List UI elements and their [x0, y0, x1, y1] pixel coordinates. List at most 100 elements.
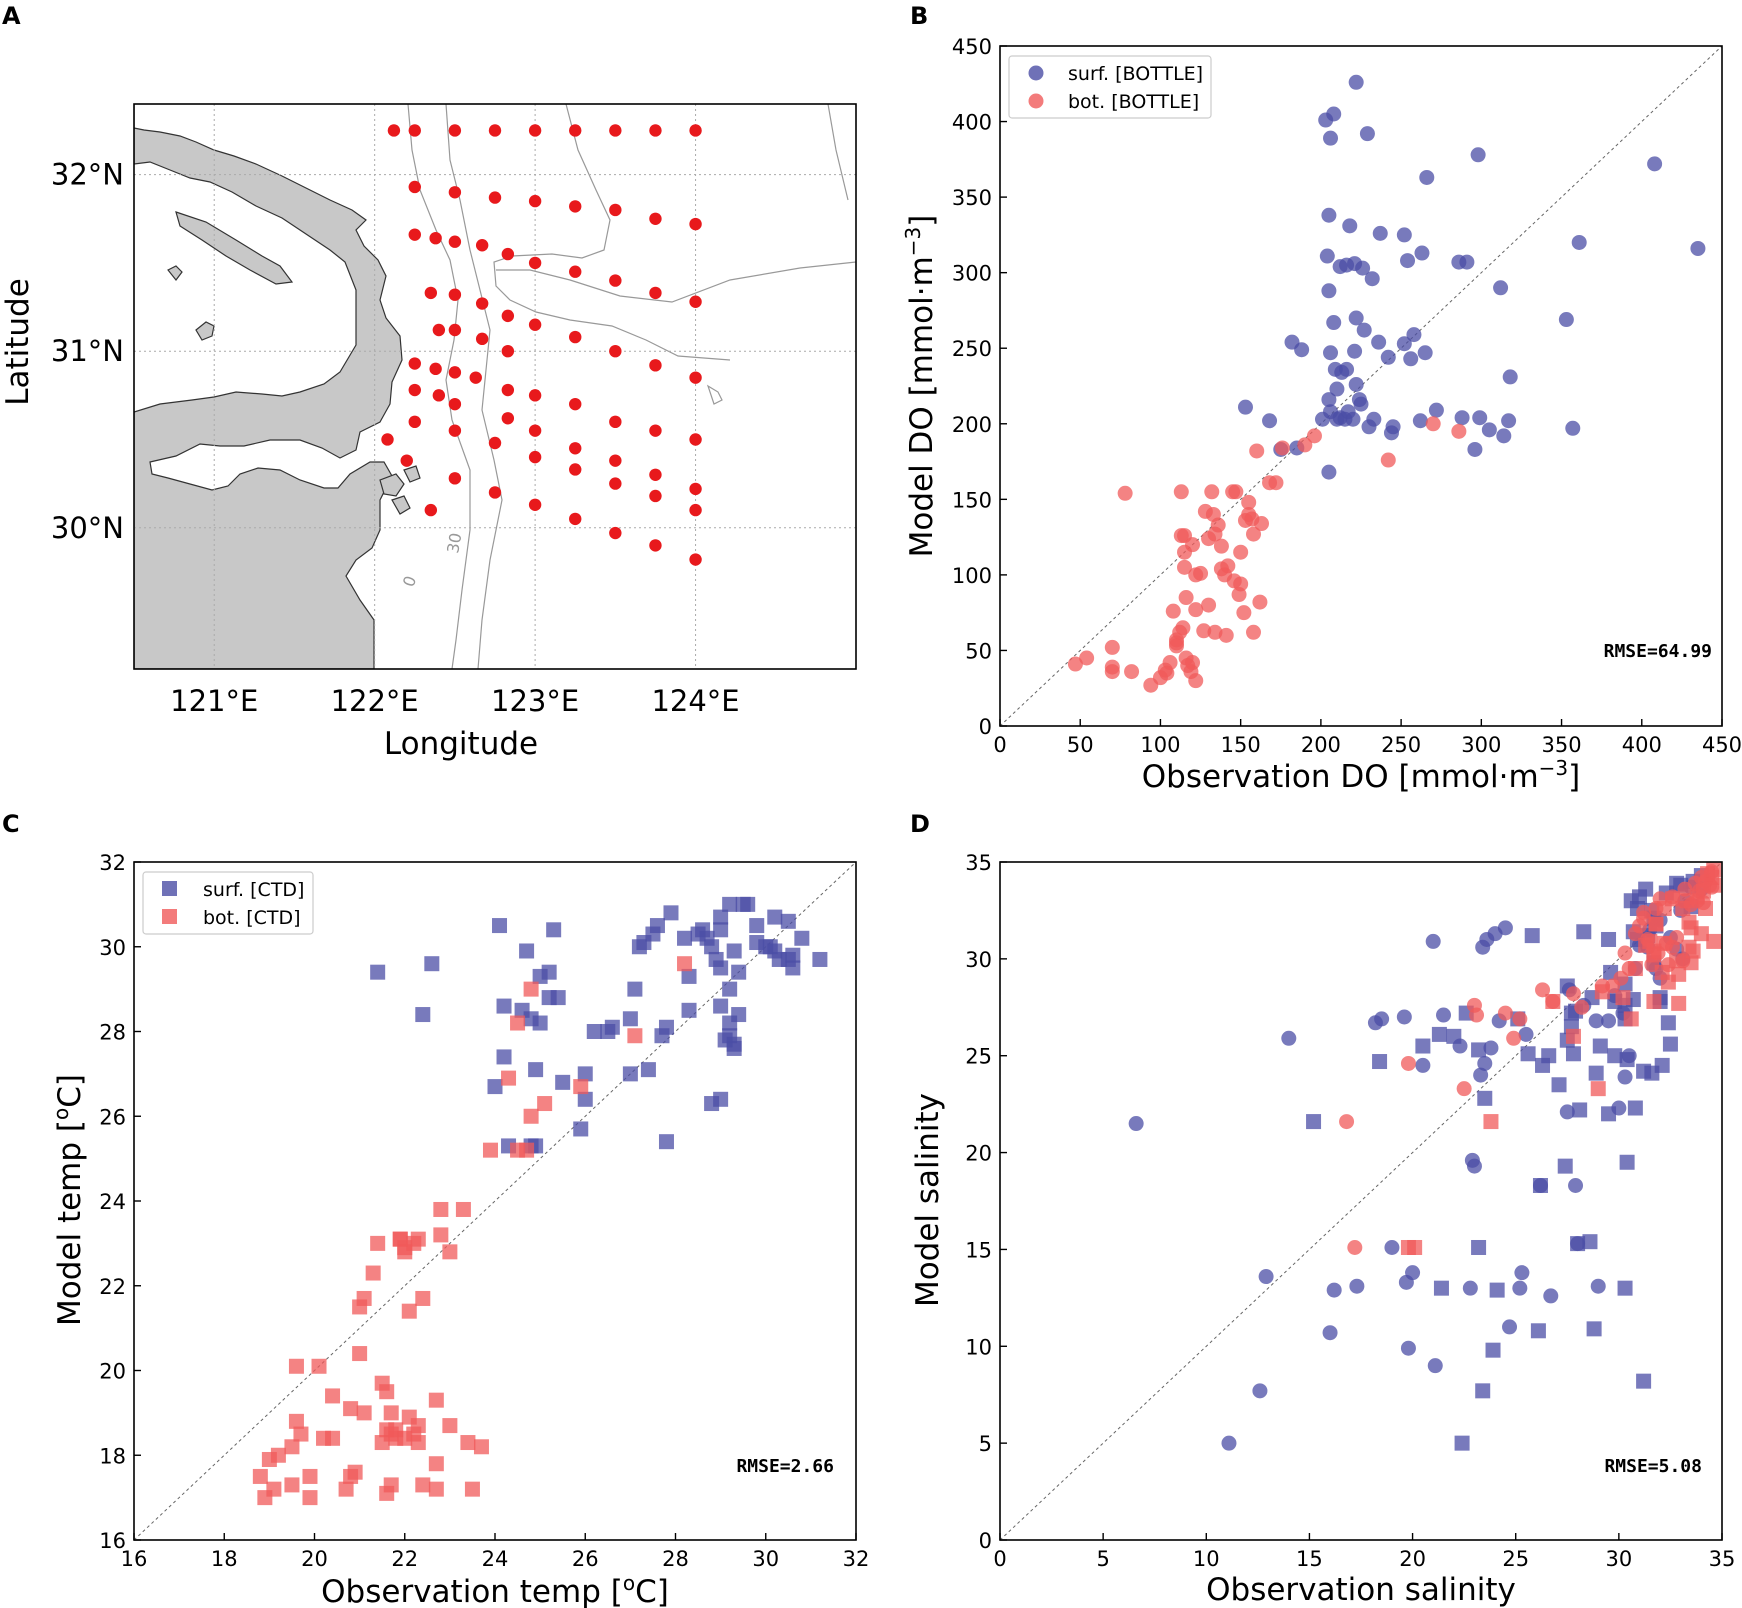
- data-point: [726, 943, 742, 959]
- data-point: [1258, 1269, 1274, 1285]
- data-point: [1372, 1054, 1388, 1070]
- y-tick-label: 15: [965, 1238, 992, 1262]
- data-point: [1207, 624, 1223, 640]
- station-marker: [429, 362, 442, 376]
- station-marker: [609, 203, 622, 217]
- plot-frame-b: [999, 45, 1723, 727]
- y-tick-label: 26: [99, 1105, 126, 1129]
- contour-label-30: 30: [443, 531, 465, 554]
- data-point: [1281, 1030, 1297, 1046]
- data-point: [1323, 345, 1339, 361]
- data-point: [501, 1070, 517, 1086]
- data-point: [1254, 516, 1270, 532]
- station-marker: [609, 526, 622, 540]
- legend-marker-c-surf: [162, 881, 177, 896]
- data-point: [1646, 947, 1662, 963]
- data-point: [1237, 399, 1253, 415]
- data-point: [1321, 283, 1337, 299]
- data-point: [424, 956, 440, 972]
- legend-label-c-bot: bot. [CTD]: [203, 907, 301, 929]
- station-marker: [400, 454, 413, 467]
- data-point: [1485, 1342, 1501, 1358]
- data-point: [1558, 312, 1574, 328]
- data-point: [1530, 1323, 1546, 1339]
- data-point: [1646, 993, 1662, 1009]
- station-marker: [569, 330, 582, 344]
- data-point: [270, 1447, 286, 1463]
- data-point: [1268, 475, 1284, 491]
- station-marker: [501, 383, 515, 397]
- data-point: [1557, 1158, 1573, 1174]
- data-point: [1471, 1239, 1487, 1255]
- data-point: [1464, 1152, 1480, 1168]
- station-marker: [501, 247, 515, 261]
- data-point: [1177, 544, 1193, 560]
- data-point: [1246, 624, 1262, 640]
- plot-frame-d: [999, 861, 1723, 1541]
- data-point: [1319, 248, 1335, 264]
- data-point: [713, 922, 729, 938]
- data-point: [1314, 411, 1330, 427]
- data-point: [415, 1477, 431, 1493]
- data-point: [1297, 437, 1313, 453]
- station-marker: [432, 323, 446, 337]
- plot-frame-c: [133, 861, 857, 1541]
- data-point: [1124, 664, 1140, 680]
- data-point: [1582, 1234, 1598, 1250]
- y-tick-label: 450: [952, 35, 992, 59]
- data-point: [749, 918, 765, 934]
- data-point: [1380, 452, 1396, 468]
- data-point: [794, 930, 810, 946]
- station-marker: [488, 436, 502, 450]
- data-point: [370, 1235, 386, 1251]
- data-point: [1175, 620, 1191, 636]
- data-point: [1446, 1028, 1462, 1044]
- station-marker: [649, 212, 662, 225]
- data-point: [1334, 364, 1350, 380]
- data-point: [428, 1392, 444, 1408]
- plot-area-d: [1000, 862, 1722, 1540]
- data-point: [1400, 253, 1416, 269]
- data-point: [1477, 1090, 1493, 1106]
- x-tick-label: 400: [1622, 733, 1662, 757]
- station-marker: [488, 124, 502, 137]
- data-point: [749, 935, 765, 951]
- panel-letter-a: A: [2, 2, 21, 30]
- data-point: [1380, 349, 1396, 365]
- station-marker: [432, 389, 446, 402]
- data-point: [722, 896, 738, 912]
- data-point: [1471, 1042, 1487, 1058]
- legend-marker-b-surf: [1028, 65, 1044, 81]
- axis-ticks-b: 0 50 100 150 200 250 300 350 400 450 0 50 100 150 200 2…: [952, 35, 1742, 757]
- data-point: [555, 1074, 571, 1090]
- station-marker: [649, 359, 662, 372]
- data-point: [1414, 245, 1430, 261]
- data-point: [1532, 1178, 1548, 1194]
- data-point: [1372, 225, 1388, 241]
- data-point: [1159, 665, 1175, 681]
- data-point: [1607, 1048, 1623, 1064]
- x-tick-label: 5: [1096, 1547, 1109, 1571]
- data-point: [663, 905, 679, 921]
- data-point: [1697, 900, 1713, 916]
- data-point: [1642, 933, 1658, 949]
- station-marker: [387, 124, 401, 137]
- data-point: [658, 1134, 674, 1150]
- data-point: [1588, 1013, 1604, 1029]
- data-point: [288, 1413, 304, 1429]
- x-tick-label: 200: [1301, 733, 1341, 757]
- y-tick-label: 350: [952, 186, 992, 210]
- data-point: [1415, 1057, 1431, 1073]
- station-marker: [689, 553, 702, 566]
- data-point: [1456, 1081, 1472, 1097]
- station-marker: [609, 344, 622, 358]
- data-point: [356, 1405, 372, 1421]
- data-point: [284, 1477, 300, 1493]
- station-marker: [609, 454, 622, 467]
- data-point: [1246, 526, 1262, 542]
- data-point: [1690, 240, 1706, 256]
- station-marker: [448, 472, 462, 485]
- station-marker: [649, 539, 662, 552]
- data-point: [604, 1019, 620, 1035]
- x-tick-label: 20: [301, 1547, 328, 1571]
